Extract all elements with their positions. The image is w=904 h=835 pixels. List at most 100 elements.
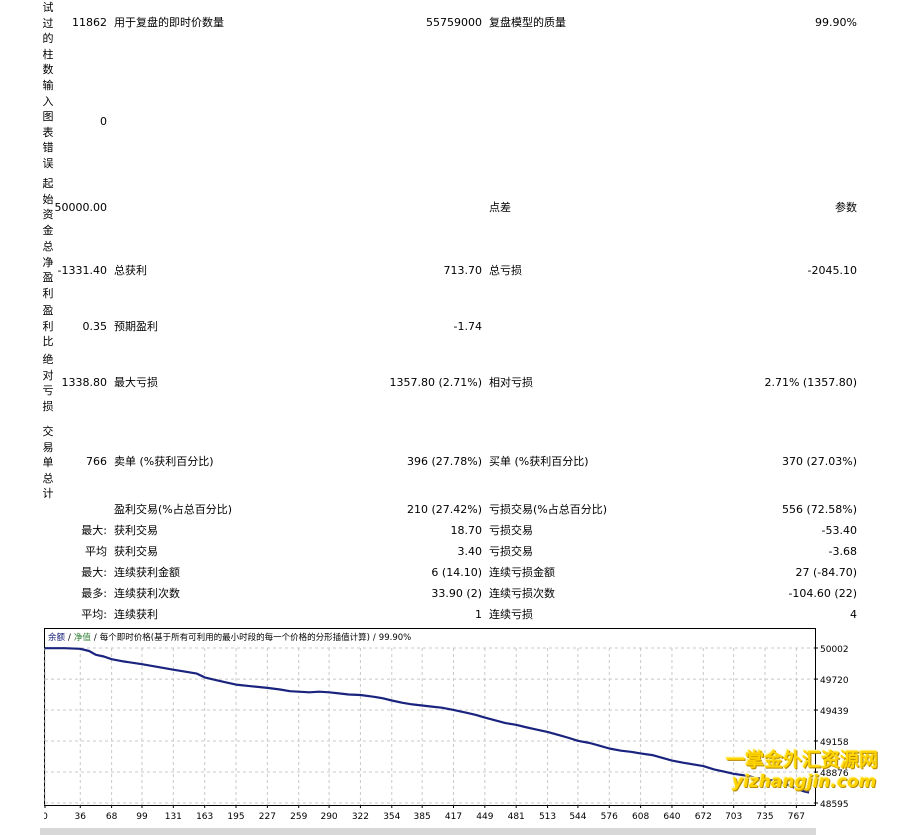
chart-series	[45, 647, 810, 794]
legend-separator: /	[68, 633, 71, 643]
maximal-consecutive-loss-value: -104.60 (22)	[788, 587, 857, 600]
x-tick-label: 481	[508, 812, 525, 822]
x-tick-label: 735	[756, 812, 773, 822]
maximal-consecutive-profit-label: 连续获利次数	[114, 587, 180, 600]
x-tick-label: 99	[136, 812, 148, 822]
average-loss-trade-value: -3.68	[828, 545, 857, 558]
largest-prefix: 最大:	[81, 524, 107, 537]
largest-loss-trade-label: 亏损交易	[489, 524, 533, 537]
y-tick-label: 49439	[820, 707, 849, 717]
short-positions-label: 卖单 (%获利百分比)	[114, 455, 214, 468]
chart-x-axis: 0 36 68 99 131 163 195 227 259 290 322 354 385 417 449…	[44, 812, 805, 822]
long-positions-label: 买单 (%获利百分比)	[489, 455, 589, 468]
loss-trades-value: 556 (72.58%)	[781, 503, 857, 516]
y-tick-label: 49720	[820, 676, 849, 686]
short-positions-value: 396 (27.78%)	[406, 455, 482, 468]
maximal-consecutive-loss-label: 连续亏损次数	[489, 587, 555, 600]
chart-legend: 余额 / 净值 / 每个即时价格(基于所有可利用的最小时段的每一个价格的分形插值计算) /…	[48, 632, 411, 643]
x-tick-label: 68	[106, 812, 118, 822]
x-tick-label: 290	[320, 812, 337, 822]
long-positions-value: 370 (27.03%)	[781, 455, 857, 468]
average-profit-trade-value: 3.40	[457, 545, 483, 558]
initial-deposit-value: 50000.00	[54, 201, 108, 214]
bars-tested-value: 11862	[72, 16, 107, 29]
x-tick-label: 36	[75, 812, 87, 822]
x-tick-label: 576	[601, 812, 618, 822]
maximal-drawdown-label: 最大亏损	[114, 376, 158, 389]
modelling-quality-label: 复盘模型的质量	[489, 16, 566, 29]
legend-quality: 99.90%	[379, 633, 411, 643]
label-absolute-drawdown: 绝对亏损	[42, 353, 54, 413]
legend-separator: /	[94, 633, 97, 643]
report-bottom-strip	[40, 828, 816, 835]
y-tick-label: 48595	[820, 800, 849, 810]
expected-payoff-label: 预期盈利	[114, 320, 158, 333]
legend-balance: 余额	[48, 632, 66, 643]
net-profit-value: -1331.40	[57, 264, 107, 277]
average-profit-trade-label: 获利交易	[114, 545, 158, 558]
total-trades-value: 766	[86, 455, 107, 468]
ticks-modelled-value: 55759000	[426, 16, 482, 29]
spread-value: 参数	[835, 201, 857, 214]
relative-drawdown-label: 相对亏损	[489, 376, 533, 389]
gross-profit-value: 713.70	[443, 264, 483, 277]
y-tick-label: 50002	[820, 645, 849, 655]
average-consecutive-prefix: 平均:	[81, 608, 107, 621]
label-total-trades: 交易单总计	[42, 425, 54, 500]
max-consecutive-wins-label: 连续获利金额	[114, 566, 180, 579]
x-tick-label: 513	[539, 812, 556, 822]
x-tick-label: 385	[414, 812, 431, 822]
balance-chart: 50002 49720 49439 49158 48876 48595 0 36 68 99 13…	[44, 632, 849, 822]
legend-equity: 净值	[74, 632, 92, 643]
chart-y-axis: 50002 49720 49439 49158 48876 48595	[820, 645, 849, 810]
spread-label: 点差	[489, 201, 511, 214]
x-tick-label: 131	[165, 812, 182, 822]
profit-trades-label: 盈利交易(%占总百分比)	[114, 503, 233, 516]
maximal-consecutive-profit-value: 33.90 (2)	[431, 587, 482, 600]
average-consecutive-losses-label: 连续亏损	[489, 608, 533, 621]
x-tick-label: 703	[725, 812, 742, 822]
max-consecutive-wins-value: 6 (14.10)	[431, 566, 482, 579]
largest-profit-trade-label: 获利交易	[114, 524, 158, 537]
gross-loss-label: 总亏损	[489, 264, 522, 277]
x-tick-label: 544	[569, 812, 586, 822]
modelling-quality-value: 99.90%	[815, 16, 857, 29]
balance-series-line	[45, 647, 810, 794]
x-tick-label: 417	[445, 812, 462, 822]
chart-grid	[44, 647, 818, 808]
label-bars-tested: 试过的柱数	[42, 1, 54, 76]
profit-factor-value: 0.35	[82, 320, 108, 333]
average-loss-trade-label: 亏损交易	[489, 545, 533, 558]
x-tick-label: 640	[663, 812, 680, 822]
maximal-prefix: 最多:	[81, 587, 107, 600]
maximum-prefix: 最大:	[81, 566, 107, 579]
label-initial-deposit: 起始资金	[42, 177, 54, 237]
x-tick-label: 0	[44, 812, 48, 822]
x-tick-label: 163	[196, 812, 213, 822]
x-tick-label: 767	[788, 812, 805, 822]
average-prefix: 平均	[85, 545, 107, 558]
x-tick-label: 195	[227, 812, 244, 822]
x-tick-label: 608	[632, 812, 649, 822]
ticks-modelled-label: 用于复盘的即时价数量	[114, 16, 224, 29]
absolute-drawdown-value: 1338.80	[61, 376, 108, 389]
gross-loss-value: -2045.10	[807, 264, 857, 277]
watermark-url: yizhangjin.com	[732, 772, 877, 792]
label-profit-factor: 盈利比	[42, 304, 54, 348]
largest-loss-trade-value: -53.40	[821, 524, 857, 537]
x-tick-label: 672	[695, 812, 712, 822]
y-tick-label: 48876	[820, 769, 849, 779]
label-chart-errors: 输入图表错误	[42, 79, 54, 170]
label-net-profit: 总净盈利	[42, 240, 54, 300]
y-tick-label: 49158	[820, 738, 849, 748]
x-tick-label: 259	[290, 812, 307, 822]
max-consecutive-losses-label: 连续亏损金额	[489, 566, 555, 579]
legend-description: 每个即时价格(基于所有可利用的最小时段的每一个价格的分形插值计算)	[100, 632, 370, 643]
x-tick-label: 449	[476, 812, 493, 822]
loss-trades-label: 亏损交易(%占总百分比)	[489, 503, 608, 516]
balance-chart-frame	[44, 628, 816, 806]
watermark-title: 一掌金外汇资源网	[726, 749, 879, 771]
legend-separator: /	[373, 633, 376, 643]
x-tick-label: 227	[259, 812, 276, 822]
x-tick-label: 354	[383, 812, 400, 822]
